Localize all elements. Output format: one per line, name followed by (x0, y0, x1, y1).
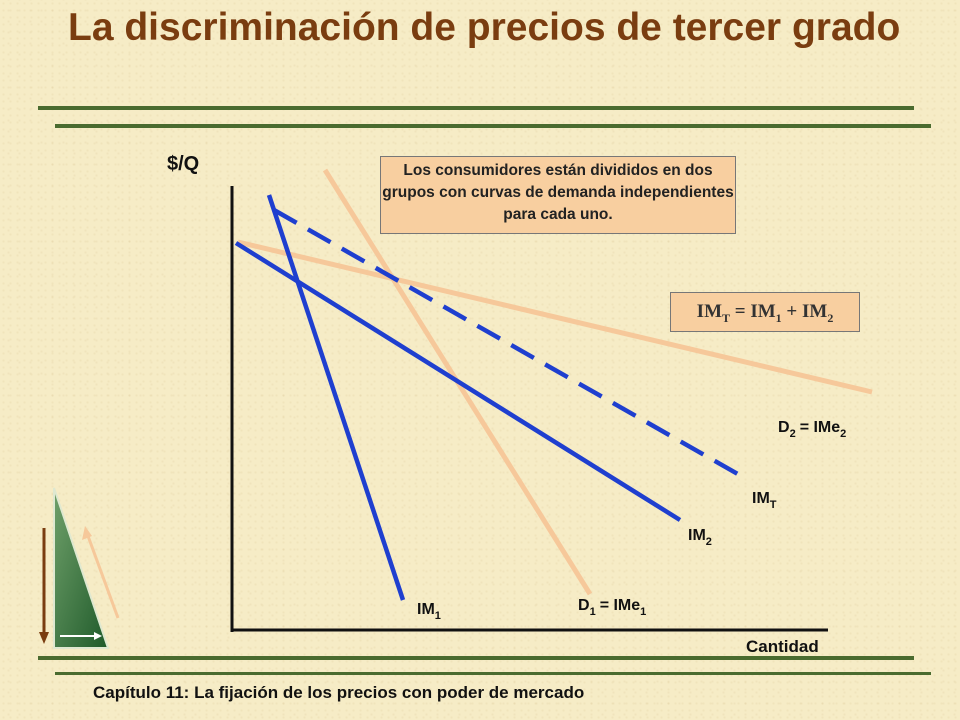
formula-box: IMT = IM1 + IM2 (670, 292, 860, 332)
demand-curve-2 (237, 239, 873, 395)
x-axis-label: Cantidad (746, 637, 819, 656)
label-im2: IM2 (688, 527, 712, 548)
label-imt: IMT (752, 490, 777, 511)
marginal-revenue-2-curve (234, 241, 682, 522)
slide-footer: Capítulo 11: La fijación de los precios … (93, 683, 585, 702)
footer-rule-bottom (55, 672, 931, 675)
up-arrow-shape (86, 535, 120, 619)
down-arrow-head (39, 632, 49, 644)
label-d2: D2 = IMe2 (778, 419, 846, 440)
green-triangle-shape (53, 487, 110, 649)
callout-box: Los consumidores están divididos en dos … (380, 156, 736, 234)
slide-title: La discriminación de precios de tercer g… (68, 6, 901, 49)
marginal-revenue-total-curve (272, 208, 745, 479)
corner-decoration (39, 487, 120, 649)
up-arrow-head (82, 526, 92, 540)
title-rule-bottom (55, 124, 931, 128)
y-axis-label: $/Q (167, 153, 199, 175)
label-im1: IM1 (417, 601, 441, 622)
title-rule-top (38, 106, 914, 110)
marginal-revenue-1-curve (266, 194, 406, 601)
footer-rule-top (38, 656, 914, 660)
right-arrow-head (94, 632, 102, 640)
label-d1: D1 = IMe1 (578, 597, 646, 618)
